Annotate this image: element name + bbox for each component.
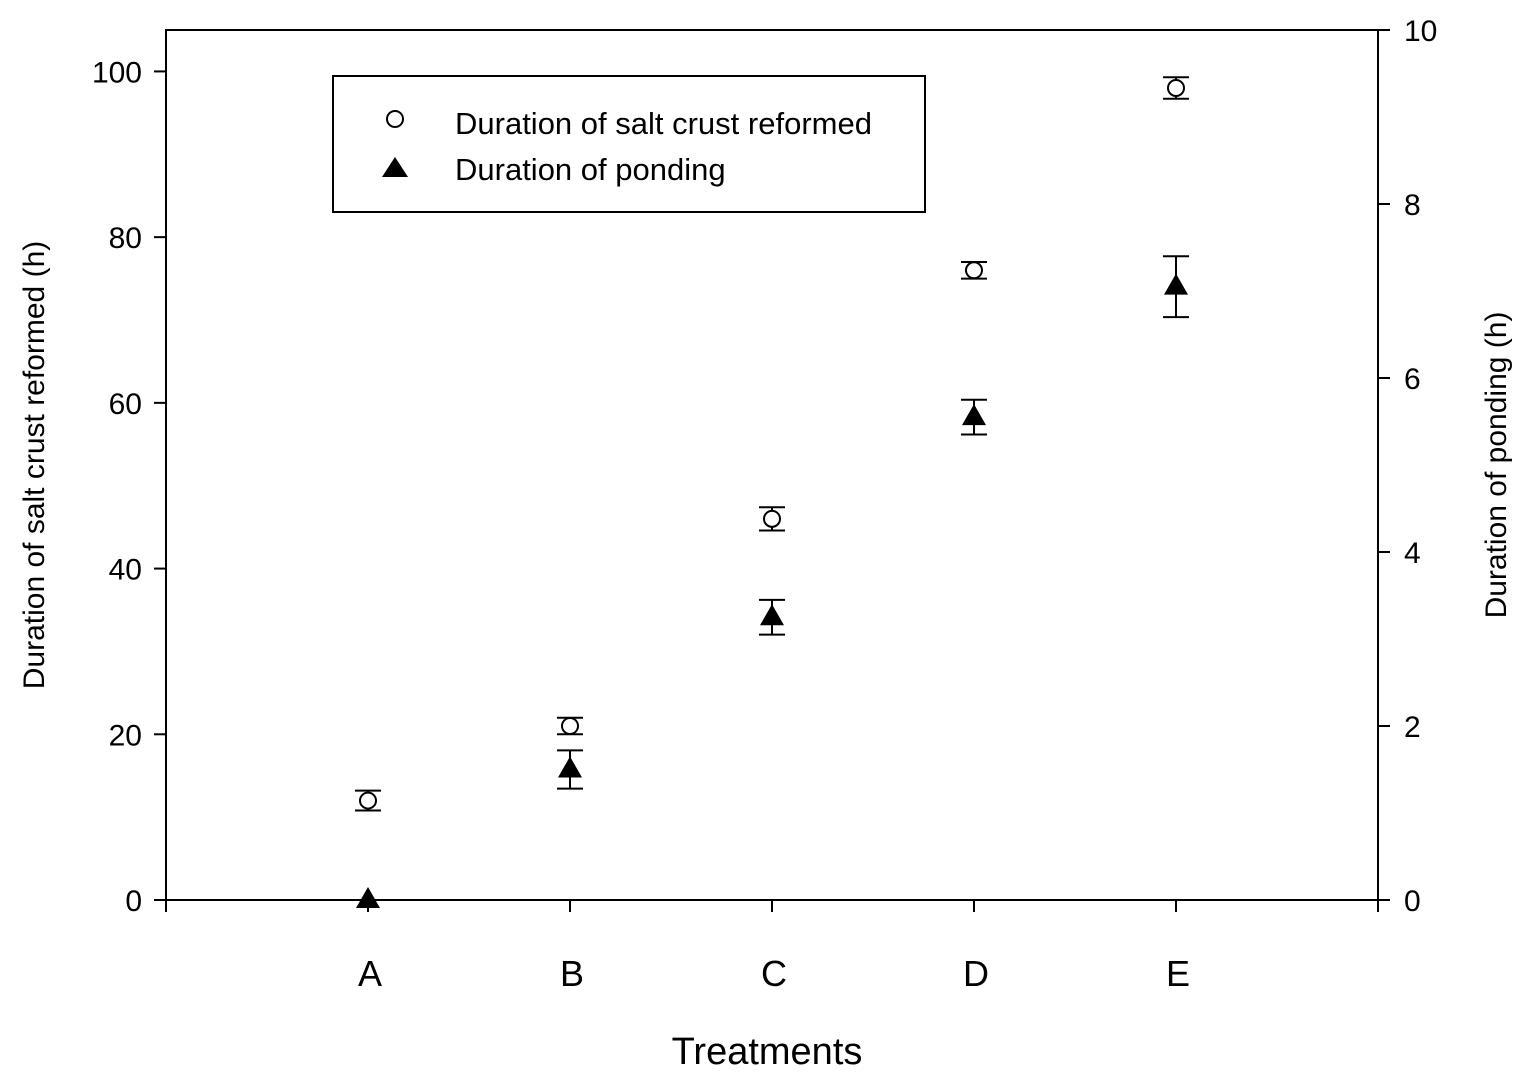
salt-crust-point [965, 261, 983, 280]
y-axis-left: 0 20 40 60 80 100 [92, 56, 166, 918]
ponding-point [558, 756, 582, 778]
x-category-label: C [761, 953, 787, 994]
x-category-label: E [1166, 953, 1190, 994]
y2-tick-label: 2 [1404, 711, 1421, 744]
y2-tick-label: 6 [1404, 363, 1421, 396]
x-category-label: B [560, 953, 584, 994]
y-tick-label: 40 [109, 554, 142, 587]
y2-tick-label: 10 [1404, 15, 1437, 48]
ponding-point [962, 404, 986, 426]
ponding-point [760, 604, 784, 626]
legend-label-ponding: Duration of ponding [455, 152, 726, 187]
x-axis-title: Treatments [672, 1031, 863, 1073]
salt-crust-point [561, 717, 579, 735]
y-axis-right: 0 2 4 6 8 10 [1378, 15, 1437, 918]
y2-tick-label: 8 [1404, 189, 1421, 222]
y-tick-label: 60 [109, 388, 142, 421]
salt-crust-point [763, 509, 781, 528]
legend-triangle-marker [382, 157, 408, 177]
y-tick-label: 80 [109, 222, 142, 255]
legend: Duration of salt crust reformed Duration… [332, 75, 926, 213]
ponding-point [356, 887, 380, 908]
salt-crust-point [1167, 79, 1185, 97]
y-axis-title: Duration of salt crust reformed (h) [18, 241, 51, 690]
y-tick-label: 100 [92, 56, 142, 89]
y2-tick-label: 0 [1404, 885, 1421, 918]
legend-label-salt-crust: Duration of salt crust reformed [455, 106, 872, 141]
legend-circle-marker [386, 110, 404, 128]
ponding-point [1164, 273, 1188, 295]
y-tick-label: 20 [109, 719, 142, 752]
legend-box [332, 75, 926, 213]
x-axis: A B C D E [165, 900, 1379, 994]
data-marks [355, 76, 1189, 908]
y2-tick-label: 4 [1404, 537, 1421, 570]
x-category-label: A [358, 953, 382, 994]
x-category-label: D [963, 953, 989, 994]
salt-crust-point [359, 791, 377, 810]
y2-axis-title: Duration of ponding (h) [1480, 312, 1513, 619]
y-tick-label: 0 [125, 885, 142, 918]
